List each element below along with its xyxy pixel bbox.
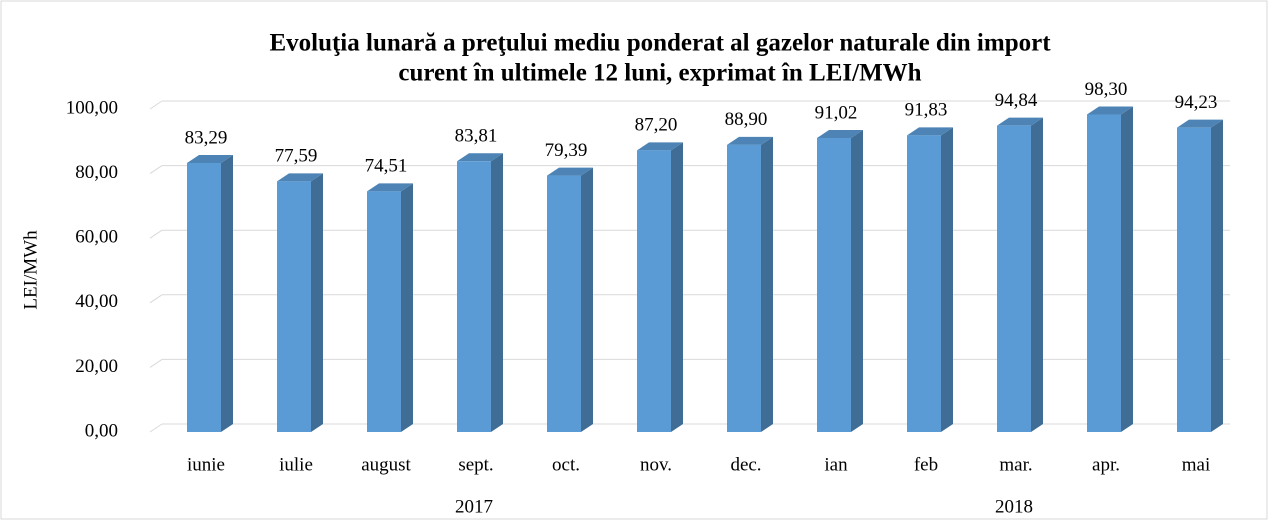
y-tick-label: 20,00 [75,356,118,377]
bar [637,150,671,432]
bar-top [907,127,953,136]
bar-side [221,154,233,432]
bar [277,181,311,432]
bar-top [277,173,323,182]
x-tick-label: sept. [458,454,493,475]
chart-title: Evoluţia lunară a preţului mediu pondera… [269,30,1051,57]
grid-floor [149,165,163,175]
x-tick-label: ian [824,454,848,475]
bar-top [547,167,593,176]
data-label: 83,29 [185,127,228,148]
data-label: 91,83 [905,100,948,121]
x-tick-label: oct. [552,454,580,475]
data-label: 83,81 [455,126,498,147]
data-label: 79,39 [545,140,588,161]
y-tick-label: 60,00 [75,227,118,248]
data-label: 94,84 [995,90,1038,111]
grid-floor [149,358,163,368]
x-tick-label: august [361,454,411,475]
x-tick-label: feb [914,454,938,475]
bar-side [491,153,503,432]
data-label: 98,30 [1085,79,1128,100]
bar [457,161,491,432]
x-tick-label: mai [1182,454,1211,475]
bar-side [761,136,773,432]
bar-top [727,136,773,145]
bar-side [1121,106,1133,432]
bar [907,135,941,432]
data-label: 74,51 [365,156,408,177]
y-tick-label: 100,00 [66,97,118,118]
x-tick-label: apr. [1092,454,1120,475]
bar-top [817,130,863,139]
data-label: 91,02 [815,102,858,123]
group-label: 2017 [455,496,493,517]
x-tick-label: nov. [640,454,672,475]
group-label: 2018 [995,496,1033,517]
bar-top [1177,119,1223,128]
bar-top [457,153,503,162]
bar-top [187,154,233,163]
y-tick-label: 40,00 [75,291,118,312]
bar-side [581,167,593,432]
bar [817,138,851,432]
grid-floor [149,423,163,433]
data-label: 87,20 [635,115,678,136]
bar-side [851,130,863,432]
bar-top [637,142,683,151]
bar-side [1211,119,1223,433]
y-axis-label: LEI/MWh [20,230,41,310]
bar [547,175,581,432]
grid-floor [149,294,163,304]
x-tick-label: iulie [279,454,313,475]
data-label: 88,90 [725,109,768,130]
chart-subtitle: curent în ultimele 12 luni, exprimat în … [398,60,921,87]
bar-side [311,173,323,433]
y-tick-label: 80,00 [75,162,118,183]
x-tick-label: iunie [187,454,225,475]
data-label: 94,23 [1175,92,1218,113]
x-tick-label: dec. [730,454,761,475]
y-tick-label: 0,00 [85,420,118,441]
bar [1087,114,1121,432]
bar [187,162,221,432]
bar [727,144,761,432]
x-tick-label: mar. [999,454,1032,475]
bar-side [401,183,413,432]
grid-floor [149,100,163,110]
bar-side [941,127,953,432]
bar [1177,127,1211,433]
bar-side [1031,117,1043,432]
bar-top [997,117,1043,126]
grid-floor [149,229,163,239]
bar [997,125,1031,432]
data-label: 77,59 [275,146,318,167]
bar-top [367,183,413,192]
bar [367,191,401,432]
bar-top [1087,106,1133,115]
bar-side [671,142,683,432]
